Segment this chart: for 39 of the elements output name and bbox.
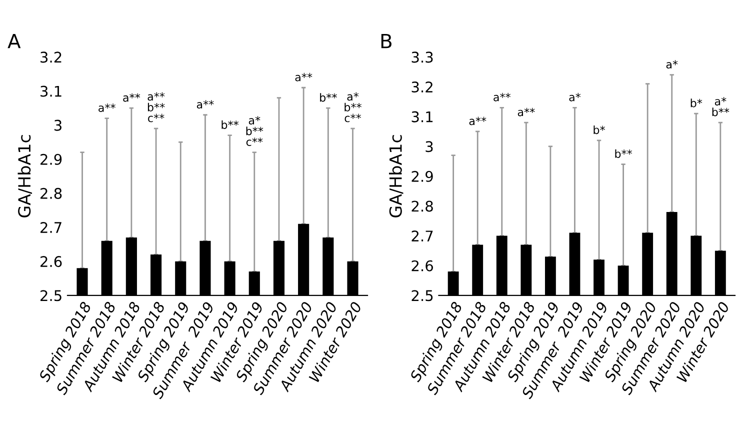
annotation: a* b** c**	[344, 92, 362, 122]
y-tick-label: 3	[54, 120, 62, 131]
y-tick-label: 3.1	[40, 86, 62, 97]
y-tick-label: 3.2	[40, 52, 62, 63]
annotation: a*	[666, 60, 678, 69]
annotation: a* b** c**	[246, 116, 264, 146]
y-tick-label: 2.7	[412, 230, 433, 242]
annotation: b*	[594, 126, 605, 134]
annotation: a**	[196, 100, 214, 109]
chart-title: B	[381, 34, 392, 48]
y-tick-label: 3.1	[412, 111, 433, 122]
annotation: a**	[469, 116, 486, 126]
annotation: a**	[295, 72, 312, 82]
y-tick-label: 2.9	[412, 170, 433, 182]
annotation: b*	[690, 98, 702, 108]
annotation: b**	[615, 149, 632, 158]
y-axis-title: GA/HbA1c	[389, 135, 404, 218]
annotation: a**	[518, 108, 535, 116]
annotation: a*	[569, 92, 581, 102]
annotation: a**	[494, 92, 511, 102]
annotation: b**	[320, 93, 337, 102]
y-tick-label: 2.8	[40, 188, 62, 199]
chart-title: A	[8, 34, 21, 48]
annotation: a**	[123, 93, 140, 102]
y-axis-title: GA/HbA1c	[18, 135, 32, 218]
annotation: b**	[222, 120, 239, 129]
y-tick-label: 2.7	[40, 222, 62, 233]
annotation: a**	[98, 104, 116, 112]
y-tick-label: 2.5	[40, 290, 62, 302]
y-tick-label: 2.9	[40, 154, 62, 165]
y-tick-label: 3	[426, 141, 433, 152]
y-tick-label: 3.2	[412, 81, 432, 93]
annotation: a* b**	[712, 97, 730, 116]
y-tick-label: 2.8	[412, 200, 433, 212]
y-tick-label: 2.6	[40, 256, 62, 268]
y-tick-label: 2.6	[412, 260, 433, 272]
y-tick-label: 2.5	[412, 290, 433, 302]
annotation: a** b** c**	[148, 92, 165, 122]
y-tick-label: 3.3	[412, 52, 433, 63]
